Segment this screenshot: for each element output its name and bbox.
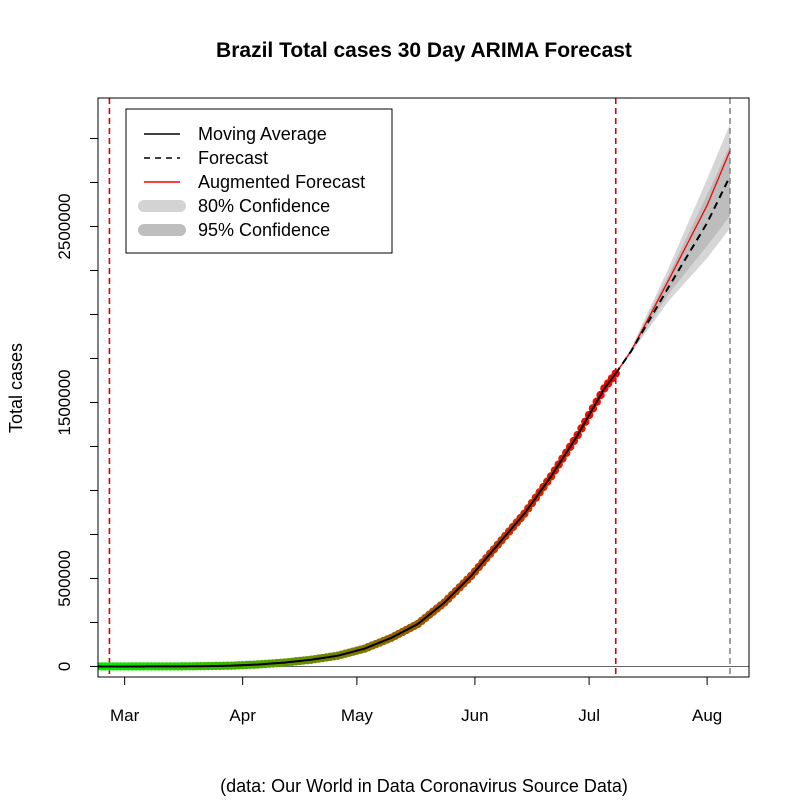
- plot-frame: [97, 97, 750, 678]
- data-source-caption: (data: Our World in Data Coronavirus Sou…: [220, 776, 628, 796]
- x-tick-label: May: [341, 706, 374, 725]
- legend-label: Forecast: [198, 148, 268, 168]
- observed-points: [98, 369, 620, 671]
- legend-label: Moving Average: [198, 124, 327, 144]
- plot-area: [98, 98, 749, 677]
- legend-label: 95% Confidence: [198, 220, 330, 240]
- legend-entry: Forecast: [144, 148, 268, 168]
- legend-entry: Moving Average: [144, 124, 327, 144]
- confidence-band-95: [615, 124, 730, 374]
- y-tick-label: 1500000: [55, 369, 74, 435]
- axes: Mar Apr May Jun Jul Aug 0 500000 1500000 2500000: [55, 137, 722, 725]
- chart-title: Brazil Total cases 30 Day ARIMA Forecast: [216, 39, 632, 62]
- y-tick-label: 2500000: [55, 193, 74, 259]
- legend-label: 80% Confidence: [198, 196, 330, 216]
- y-axis-label: Total cases: [6, 343, 26, 433]
- legend-entry: 80% Confidence: [138, 196, 330, 216]
- y-tick-label: 0: [55, 662, 74, 671]
- legend: Moving Average Forecast Augmented Forecast…: [125, 108, 393, 254]
- moving-average-line: [98, 372, 617, 668]
- x-tick-label: Jun: [461, 706, 488, 725]
- legend-label: Augmented Forecast: [198, 172, 365, 192]
- x-tick-label: Apr: [229, 706, 256, 725]
- legend-entry: 95% Confidence: [138, 220, 330, 240]
- x-tick-label: Aug: [692, 706, 722, 725]
- x-tick-label: Jul: [578, 706, 600, 725]
- x-tick-label: Mar: [110, 706, 140, 725]
- legend-entry: Augmented Forecast: [144, 172, 365, 192]
- y-tick-label: 500000: [55, 550, 74, 607]
- forecast-line: [614, 175, 731, 374]
